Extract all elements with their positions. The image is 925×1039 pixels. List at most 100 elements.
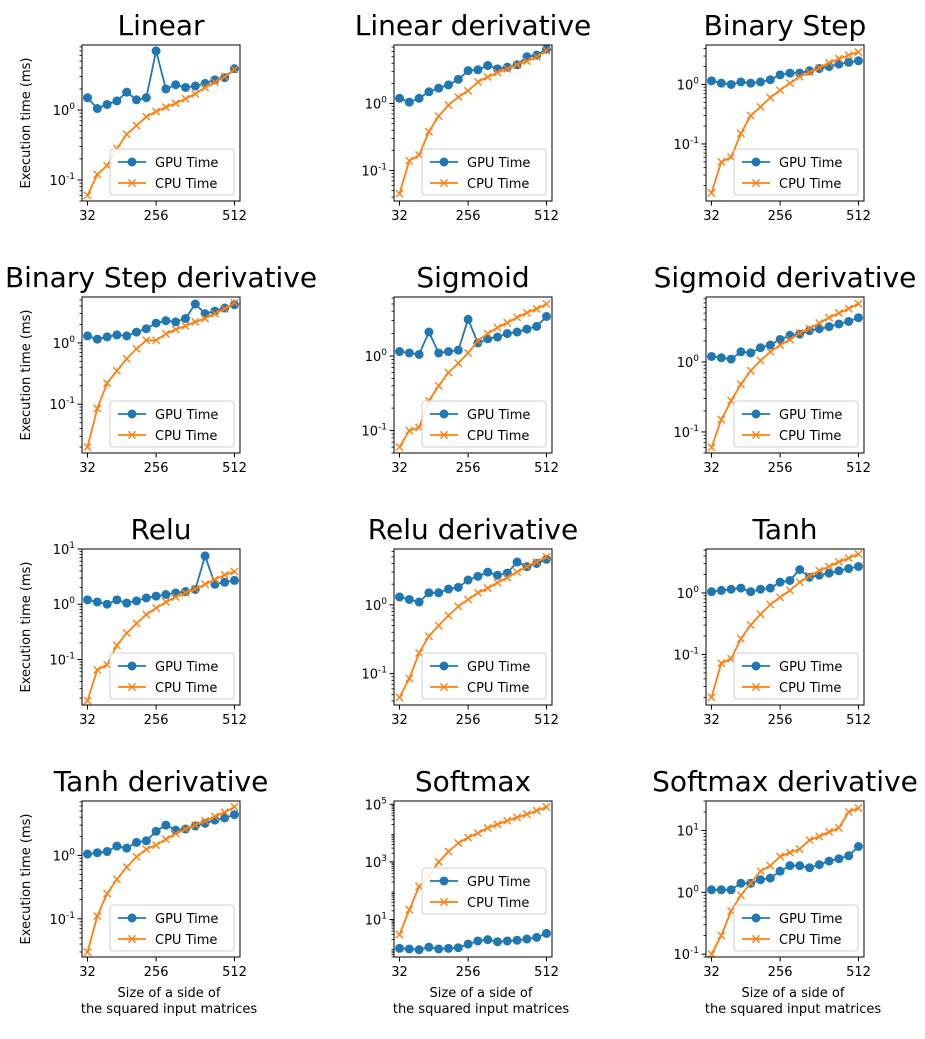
legend-marker-circle [751,409,761,419]
series-line-gpu [87,302,235,341]
cpu-data-point [776,340,785,350]
cpu-data-point [83,442,92,452]
series-line-cpu [710,553,859,698]
cpu-data-point [542,552,551,561]
legend-label: CPU Time [467,177,529,192]
y-tick-label: 10-1 [673,946,699,963]
cpu-data-point [171,99,180,108]
legend-label: CPU Time [155,681,217,696]
x-tick-label: 512 [846,965,871,980]
chart-title: Relu [131,513,192,546]
axes-frame [705,548,865,706]
gpu-data-point [716,885,726,895]
gpu-data-point [541,928,551,938]
x-axis-label: the squared input matrices [393,1002,570,1017]
subplot-11: Softmax derivative 10-1 100 101 32 256 512Size… [652,765,918,1017]
cpu-data-point [776,593,785,602]
gpu-data-point [756,584,766,594]
x-tick-label: 32 [391,965,408,980]
cpu-data-point [132,852,141,861]
cpu-data-point [766,861,775,870]
y-axis-label: Execution time (ms) [19,561,34,692]
legend-marker-x [127,934,137,944]
x-tick-label: 512 [222,209,247,224]
cpu-data-point [805,835,814,845]
cpu-data-point [542,46,551,55]
cpu-data-point [454,92,463,102]
legend: GPU Time CPU Time [421,400,547,448]
chart-title: Sigmoid [416,261,529,294]
gpu-data-point [92,848,102,858]
x-tick-label: 512 [534,461,559,476]
cpu-data-point [815,832,824,841]
x-tick-label: 32 [391,209,408,224]
cpu-data-point [93,404,102,413]
cpu-data-point [152,336,161,345]
series-line-gpu [711,845,860,891]
gpu-data-point [707,351,717,361]
cpu-data-point [473,336,482,345]
cpu-data-point [220,808,229,817]
x-tick-label: 512 [222,461,247,476]
gpu-data-point [726,354,736,364]
gpu-data-point [434,348,444,358]
gpu-data-point [453,582,463,592]
gpu-data-point [795,565,805,575]
gpu-data-point [814,860,824,870]
cpu-data-point [93,170,102,179]
cpu-data-point [103,889,112,898]
legend: GPU Time CPU Time [109,400,235,448]
cpu-data-point [707,693,716,702]
gpu-data-point [775,577,785,587]
gpu-data-point [844,851,854,861]
gpu-data-point [804,326,814,336]
gpu-data-point [532,932,542,942]
gpu-data-point [512,557,522,567]
cpu-data-point [805,68,814,77]
gpu-data-point [716,78,726,88]
cpu-data-point [112,366,122,375]
cpu-data-point [844,304,853,313]
series-line-gpu [86,50,236,110]
gpu-data-point [795,861,805,871]
cpu-data-point [220,304,229,313]
x-tick-label: 32 [391,461,408,476]
gpu-data-point [200,551,210,561]
gpu-data-point [716,585,726,595]
gpu-data-point [502,936,512,946]
gpu-data-point [112,595,122,605]
legend-label: GPU Time [155,912,218,927]
x-tick-label: 256 [144,461,169,476]
cpu-data-point [473,77,482,87]
cpu-data-point [395,189,404,198]
gpu-data-point [132,596,142,606]
cpu-data-point [200,83,210,92]
cpu-data-point [854,549,863,559]
cpu-data-point [756,610,765,619]
cpu-data-point [171,325,180,334]
legend: GPU Time CPU Time [109,652,235,700]
gpu-data-point [151,591,161,601]
axes-frame [705,44,865,202]
gpu-data-point [765,873,775,883]
cpu-data-point [493,820,502,829]
legend-label: CPU Time [779,933,841,948]
cpu-data-point [464,833,473,842]
subplot-8: Tanh 10-1 100 32 256 512 GPU Time CPU Time [673,513,870,728]
gpu-data-point [746,348,756,358]
chart-title: Softmax derivative [652,765,918,798]
gpu-data-point [180,313,190,323]
cpu-data-point [805,571,814,580]
gpu-data-point [716,353,726,363]
legend-label: GPU Time [779,912,842,927]
legend: GPU Time CPU Time [733,652,859,700]
cpu-data-point [444,611,453,620]
gpu-data-point [171,80,181,90]
gpu-data-point [132,95,142,105]
cpu-data-point [191,821,200,830]
x-tick-label: 32 [703,965,720,980]
cpu-data-point [424,127,434,136]
y-tick-label: 100 [53,847,76,864]
legend-label: GPU Time [779,408,842,423]
